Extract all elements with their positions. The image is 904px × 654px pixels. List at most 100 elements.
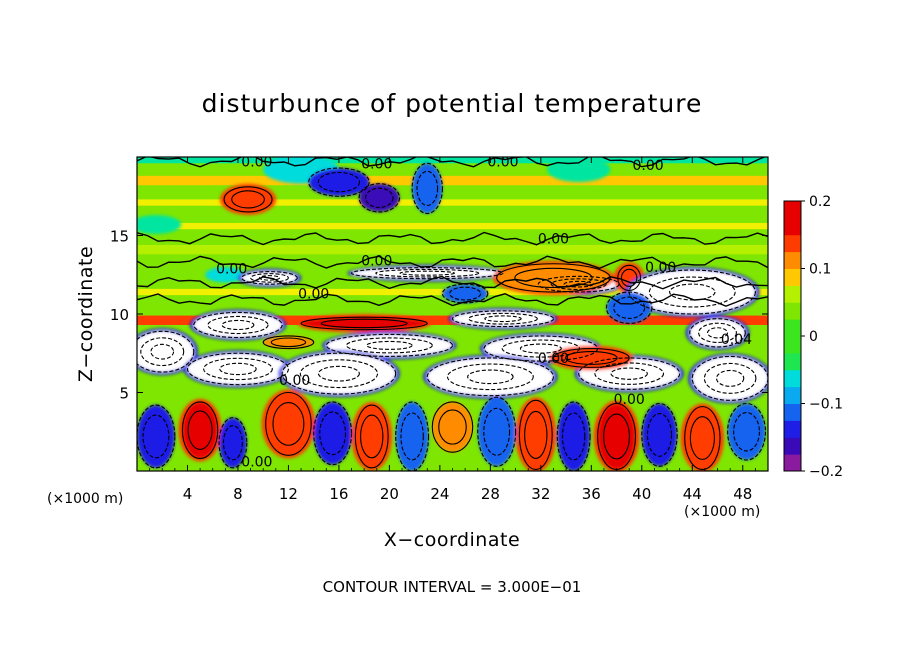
blob-contour-28-1 [565, 351, 618, 365]
field-band-2 [137, 199, 768, 206]
field-blob-27 [692, 356, 768, 401]
blob-contour-27-1 [703, 362, 757, 394]
blob-contour-14-1 [648, 276, 736, 308]
contour-label-7: 0.00 [298, 287, 329, 303]
blob-contour-9-2 [399, 270, 456, 276]
blob-contour-34-1 [319, 411, 347, 456]
blob-contour-28-0 [552, 347, 630, 368]
field-blob-43 [684, 406, 721, 470]
field-blob-41 [597, 403, 636, 470]
x-unit-left: (×1000 m) [47, 491, 123, 507]
blob-contour-29-1 [270, 337, 307, 348]
contour-label-2: 0.00 [487, 155, 518, 171]
blob-contour-15-0 [605, 291, 653, 324]
zero-contour-1 [137, 231, 768, 246]
field-blob-38 [477, 397, 516, 467]
blob-contour-24-2 [317, 365, 360, 382]
blob-contour-19-2 [221, 319, 255, 331]
y-tick-label-10: 10 [110, 306, 129, 324]
colorbar-segment-8 [784, 319, 801, 337]
contour-label-6: 0.00 [216, 261, 247, 277]
chart-title: disturbunce of potential temperature [202, 89, 703, 118]
colorbar-segment-11 [784, 268, 801, 286]
x-unit-right: (×1000 m) [684, 504, 760, 520]
x-tick-label-8: 8 [233, 485, 243, 503]
colorbar-tick-label-4: −0.2 [809, 464, 843, 480]
field-blob-23 [187, 353, 289, 385]
field-band-7 [137, 157, 768, 164]
blob-contour-36-0 [395, 401, 430, 471]
blob-contour-9-1 [375, 268, 480, 278]
colorbar-segment-9 [784, 302, 801, 320]
blob-contour-33-1 [272, 401, 305, 446]
blob-contour-44-1 [733, 411, 760, 452]
contour-label-5: 0.00 [361, 254, 392, 270]
blob-contour-43-1 [689, 416, 715, 460]
colorbar-tick-label-0: 0.2 [809, 194, 831, 210]
blob-contour-19-0 [193, 311, 283, 339]
blob-contour-16-1 [698, 322, 737, 343]
y-tick-label-5: 5 [119, 385, 129, 403]
blob-contour-32-1 [222, 425, 243, 461]
field-blob-14 [629, 270, 756, 314]
blob-contour-12-0 [496, 263, 611, 293]
blob-contour-40-0 [556, 401, 591, 471]
blob-contour-10-0 [441, 283, 489, 304]
blob-contour-13-1 [620, 268, 638, 287]
blob-contour-2-0 [308, 167, 370, 197]
contour-label-8: 0.00 [645, 260, 676, 276]
blob-contour-25-2 [467, 369, 514, 385]
blob-contour-20-0 [325, 333, 454, 357]
blob-contour-44-0 [727, 402, 767, 461]
blob-contour-3-0 [358, 183, 401, 213]
x-tick-label-4: 4 [183, 485, 193, 503]
blob-contour-23-1 [203, 357, 273, 381]
blob-contour-9-0 [350, 267, 504, 280]
field-blob-37 [432, 401, 473, 453]
blob-contour-24-1 [299, 359, 379, 389]
field-blob-6 [137, 215, 182, 234]
blob-contour-26-1 [594, 362, 665, 385]
blob-contour-39-0 [518, 399, 553, 470]
field-band-3 [137, 222, 768, 230]
field-blob-31 [182, 401, 218, 459]
blob-contour-22-2 [150, 343, 175, 360]
field-blob-44 [727, 403, 766, 461]
colorbar-segment-4 [784, 386, 801, 404]
x-tick-label-20: 20 [380, 485, 399, 503]
field-blob-36 [395, 401, 429, 471]
blob-contour-37-0 [431, 401, 474, 453]
blob-contour-27-2 [715, 369, 745, 387]
field-blob-42 [641, 403, 678, 467]
contour-lines [137, 157, 768, 471]
colorbar-segment-13 [784, 234, 801, 253]
x-tick-label-32: 32 [531, 485, 550, 503]
field-band-4 [137, 244, 768, 255]
x-axis-label: X−coordinate [384, 529, 520, 551]
blob-contour-33-0 [265, 391, 312, 456]
blob-contour-31-0 [181, 401, 219, 459]
field-blob-30 [137, 405, 175, 468]
blob-contour-34-0 [313, 401, 353, 466]
x-tick-label-36: 36 [582, 485, 601, 503]
blob-contour-20-1 [345, 337, 433, 354]
field-blob-22 [137, 331, 194, 373]
blob-contour-39-1 [524, 410, 548, 459]
blob-contour-32-0 [218, 417, 248, 469]
blob-contour-30-1 [142, 414, 170, 459]
blob-contour-24-0 [281, 352, 397, 395]
blob-contour-0-1 [231, 190, 265, 209]
colorbar-segment-14 [784, 217, 801, 236]
colorbar-tick-label-3: −0.1 [809, 397, 843, 413]
zero-contour-2 [137, 255, 768, 270]
blob-contour-37-1 [438, 409, 467, 445]
y-tick-label-15: 15 [110, 228, 129, 246]
contour-label-3: 0.00 [633, 158, 664, 174]
blob-contour-17-2 [484, 315, 522, 323]
blob-contour-18-0 [300, 316, 428, 331]
colorbar-segment-10 [784, 285, 801, 303]
colorbar-tick-label-2: 0 [809, 329, 818, 345]
x-tick-label-16: 16 [329, 485, 348, 503]
blob-contour-36-1 [400, 412, 424, 461]
